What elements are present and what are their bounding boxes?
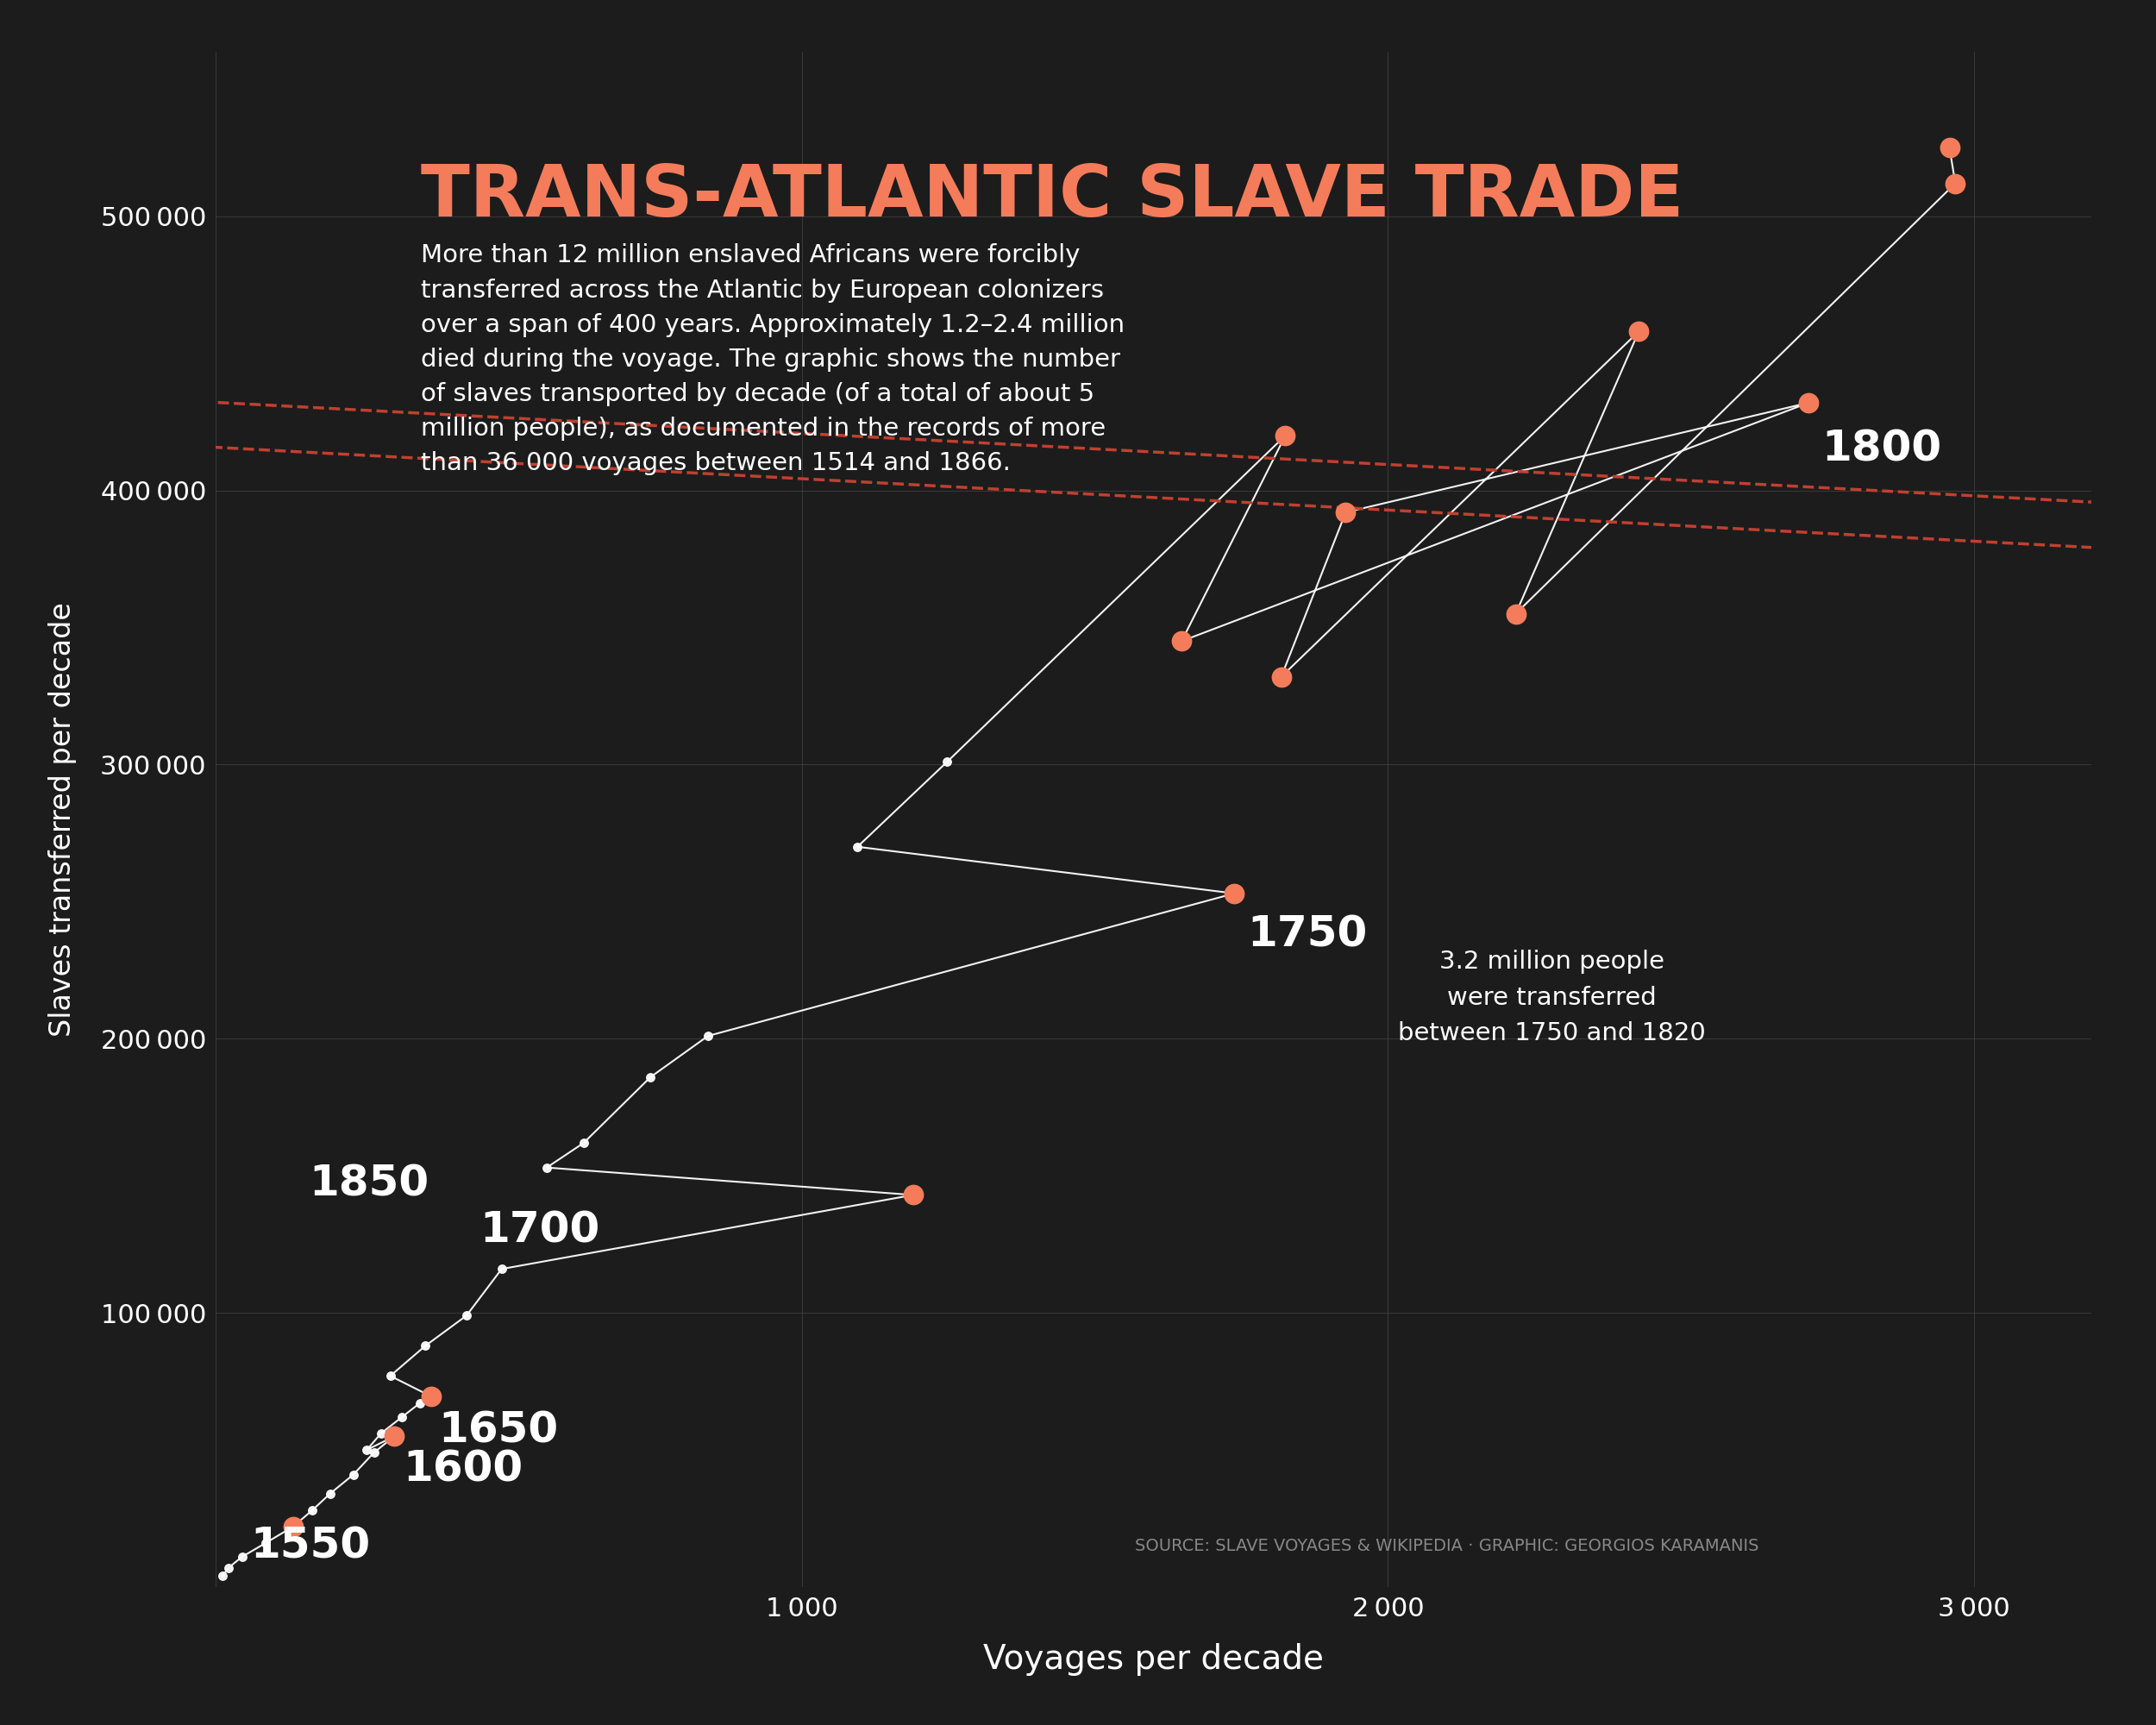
Text: SOURCE: SLAVE VOYAGES & WIKIPEDIA · GRAPHIC: GEORGIOS KARAMANIS: SOURCE: SLAVE VOYAGES & WIKIPEDIA · GRAP… xyxy=(1134,1537,1759,1554)
X-axis label: Voyages per decade: Voyages per decade xyxy=(983,1644,1324,1677)
Text: TRANS-ATLANTIC SLAVE TRADE: TRANS-ATLANTIC SLAVE TRADE xyxy=(420,162,1684,231)
Point xyxy=(1498,600,1533,628)
Text: 1850: 1850 xyxy=(310,1163,429,1204)
Point xyxy=(1792,388,1826,416)
Text: 1750: 1750 xyxy=(1246,914,1367,956)
Point xyxy=(897,1182,931,1209)
Text: 1550: 1550 xyxy=(250,1525,371,1566)
Point xyxy=(1938,169,1973,197)
Text: 1600: 1600 xyxy=(403,1449,524,1490)
Text: More than 12 million enslaved Africans were forcibly
transferred across the Atla: More than 12 million enslaved Africans w… xyxy=(420,243,1125,476)
Point xyxy=(1164,628,1199,656)
Point xyxy=(1218,880,1253,907)
Point xyxy=(1263,662,1298,690)
Point xyxy=(276,1513,310,1540)
Point xyxy=(1328,499,1363,526)
Y-axis label: Slaves transferred per decade: Slaves transferred per decade xyxy=(47,602,75,1037)
Point xyxy=(414,1383,448,1411)
Point xyxy=(377,1423,412,1451)
Text: 1800: 1800 xyxy=(1822,428,1943,469)
Point xyxy=(1268,421,1302,448)
Text: 1700: 1700 xyxy=(479,1209,599,1251)
Point xyxy=(1932,135,1966,162)
Point xyxy=(1621,317,1656,345)
Text: 3.2 million people
were transferred
between 1750 and 1820: 3.2 million people were transferred betw… xyxy=(1399,950,1705,1045)
Text: 1650: 1650 xyxy=(438,1409,558,1451)
